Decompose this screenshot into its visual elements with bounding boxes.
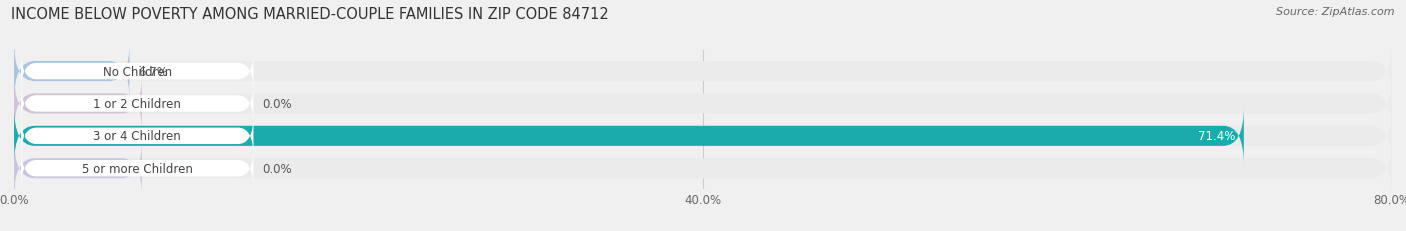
FancyBboxPatch shape (14, 43, 1392, 100)
FancyBboxPatch shape (21, 83, 253, 125)
FancyBboxPatch shape (14, 140, 1392, 197)
Text: Source: ZipAtlas.com: Source: ZipAtlas.com (1277, 7, 1395, 17)
Text: 0.0%: 0.0% (262, 97, 291, 110)
Text: 5 or more Children: 5 or more Children (82, 162, 193, 175)
FancyBboxPatch shape (21, 51, 253, 93)
FancyBboxPatch shape (14, 140, 142, 197)
Text: 71.4%: 71.4% (1198, 130, 1236, 143)
FancyBboxPatch shape (14, 75, 142, 133)
Text: 1 or 2 Children: 1 or 2 Children (93, 97, 181, 110)
Text: INCOME BELOW POVERTY AMONG MARRIED-COUPLE FAMILIES IN ZIP CODE 84712: INCOME BELOW POVERTY AMONG MARRIED-COUPL… (11, 7, 609, 22)
Text: 6.7%: 6.7% (138, 65, 167, 78)
Text: No Children: No Children (103, 65, 172, 78)
Text: 0.0%: 0.0% (262, 162, 291, 175)
Text: 3 or 4 Children: 3 or 4 Children (93, 130, 181, 143)
FancyBboxPatch shape (21, 148, 253, 189)
FancyBboxPatch shape (14, 108, 1392, 165)
FancyBboxPatch shape (14, 75, 1392, 133)
FancyBboxPatch shape (14, 108, 1244, 165)
FancyBboxPatch shape (14, 43, 129, 100)
FancyBboxPatch shape (21, 116, 253, 157)
